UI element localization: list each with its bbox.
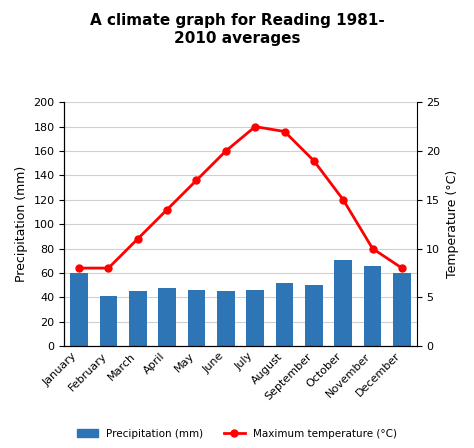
Bar [217,291,235,346]
Text: A climate graph for Reading 1981-
2010 averages: A climate graph for Reading 1981- 2010 a… [90,13,384,46]
Bar [188,290,205,346]
Legend: Precipitation (mm), Maximum temperature (°C): Precipitation (mm), Maximum temperature … [73,424,401,443]
Y-axis label: Precipitation (mm): Precipitation (mm) [15,166,28,282]
Bar [364,266,382,346]
Bar [129,291,146,346]
Bar [335,259,352,346]
Bar [393,273,411,346]
Bar [158,288,176,346]
Bar [276,283,293,346]
Bar [246,290,264,346]
Bar [70,273,88,346]
Bar [305,285,323,346]
Y-axis label: Temperature (°C): Temperature (°C) [446,170,459,278]
Bar [100,296,117,346]
